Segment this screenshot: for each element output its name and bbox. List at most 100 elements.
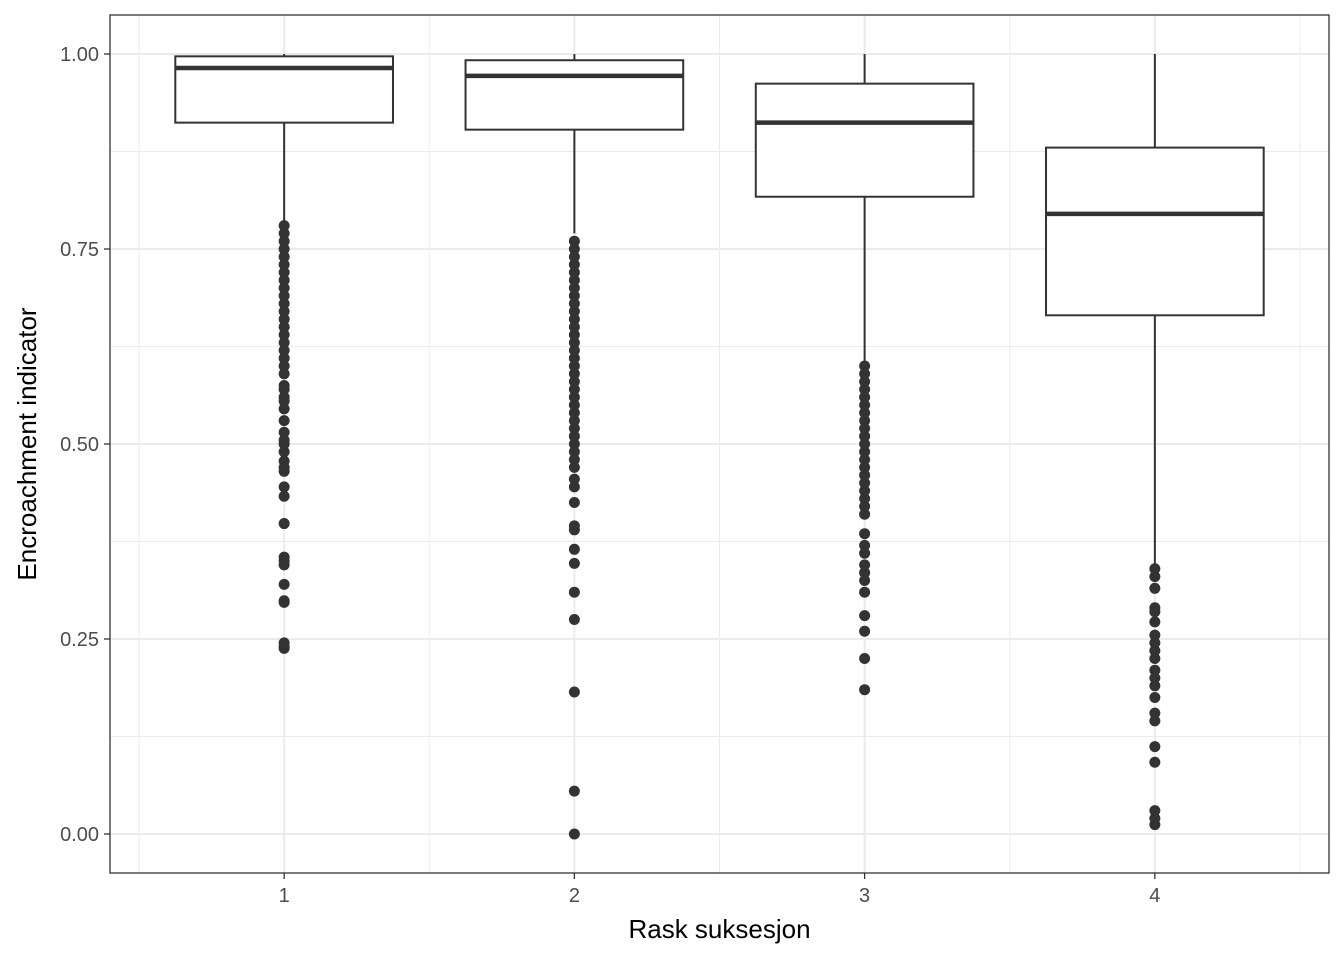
outlier-point xyxy=(568,274,580,286)
outlier-point xyxy=(278,298,290,310)
outlier-point xyxy=(859,559,871,571)
outlier-point xyxy=(568,399,580,411)
outlier-point xyxy=(859,547,871,559)
outlier-point xyxy=(859,391,871,403)
outlier-point xyxy=(568,391,580,403)
outlier-point xyxy=(568,368,580,380)
outlier-point xyxy=(568,290,580,302)
outlier-point xyxy=(278,259,290,271)
outlier-point xyxy=(568,282,580,294)
iqr-box xyxy=(754,82,975,198)
outlier-point xyxy=(859,684,871,696)
box-group-2 xyxy=(464,54,685,840)
outlier-point xyxy=(278,220,290,232)
outlier-point xyxy=(1149,629,1161,641)
outlier-point xyxy=(859,653,871,664)
outlier-point xyxy=(278,481,290,493)
outlier-point xyxy=(859,399,871,411)
outlier-point xyxy=(568,360,580,372)
outlier-point xyxy=(568,251,580,263)
outlier-point xyxy=(859,575,871,586)
outlier-point xyxy=(568,266,580,278)
outlier-point xyxy=(568,383,580,395)
outlier-point xyxy=(568,422,580,434)
outlier-point xyxy=(568,438,580,450)
outlier-point xyxy=(859,415,871,427)
outlier-point xyxy=(859,368,871,380)
outlier-point xyxy=(568,785,580,797)
outlier-point xyxy=(859,500,871,512)
y-tick-label: 0.50 xyxy=(60,434,99,456)
outlier-point xyxy=(568,329,580,341)
outlier-point xyxy=(278,251,290,263)
outlier-point xyxy=(859,567,871,579)
outlier-point xyxy=(278,329,290,341)
outlier-point xyxy=(278,352,290,364)
outlier-point xyxy=(1149,812,1161,824)
outlier-point xyxy=(278,434,290,446)
outlier-point xyxy=(859,454,871,466)
outlier-point xyxy=(278,321,290,333)
outlier-point xyxy=(278,243,290,255)
outlier-point xyxy=(859,485,871,497)
outlier-point xyxy=(1149,672,1161,684)
outlier-point xyxy=(859,422,871,434)
outlier-point xyxy=(1149,571,1161,583)
outlier-point xyxy=(278,455,290,467)
outlier-point xyxy=(859,446,871,458)
outlier-point xyxy=(568,407,580,419)
outlier-point xyxy=(568,415,580,427)
outlier-point xyxy=(568,686,580,698)
outlier-point xyxy=(568,344,580,356)
outlier-point xyxy=(568,520,580,532)
y-tick-label: 1.00 xyxy=(60,44,99,66)
outlier-point xyxy=(859,477,871,489)
x-tick-label: 2 xyxy=(569,885,580,907)
outlier-point xyxy=(568,557,580,569)
outlier-point xyxy=(568,828,580,840)
outlier-point xyxy=(1149,680,1161,692)
boxes-layer xyxy=(174,54,1265,840)
outlier-point xyxy=(568,313,580,325)
outlier-point xyxy=(568,235,580,247)
outlier-point xyxy=(1149,563,1161,575)
outlier-point xyxy=(278,274,290,286)
outlier-point xyxy=(278,344,290,356)
x-tick-label: 3 xyxy=(859,885,870,907)
y-tick-label: 0.75 xyxy=(60,239,99,261)
outlier-point xyxy=(1149,741,1161,753)
outlier-point xyxy=(278,637,290,649)
outlier-point xyxy=(568,614,580,625)
outlier-point xyxy=(278,518,290,530)
x-tick-label: 1 xyxy=(279,885,290,907)
outlier-point xyxy=(568,481,580,493)
outlier-point xyxy=(568,337,580,349)
iqr-box xyxy=(1045,146,1265,317)
box-group-4 xyxy=(1045,54,1265,831)
outlier-point xyxy=(568,454,580,466)
outlier-point xyxy=(1149,582,1161,594)
axes-layer: 0.00 0.25 0.50 0.75 1.00 1 2 3 4 xyxy=(60,44,1160,907)
outlier-point xyxy=(278,360,290,372)
outlier-point xyxy=(278,305,290,317)
outlier-point xyxy=(859,539,871,551)
outlier-point xyxy=(859,469,871,481)
x-tick-label: 4 xyxy=(1149,885,1160,907)
outlier-point xyxy=(859,383,871,395)
outlier-point xyxy=(1149,664,1161,676)
outlier-point xyxy=(278,235,290,247)
outlier-point xyxy=(568,305,580,317)
outlier-point xyxy=(859,586,871,598)
outlier-point xyxy=(568,497,580,508)
outlier-point xyxy=(568,321,580,333)
outlier-point xyxy=(278,446,290,458)
y-tick-label: 0.25 xyxy=(60,629,99,651)
outlier-point xyxy=(1149,805,1161,817)
outlier-point xyxy=(568,243,580,255)
outlier-point xyxy=(278,403,290,415)
outlier-point xyxy=(859,610,871,622)
outlier-point xyxy=(1149,756,1161,768)
outlier-point xyxy=(278,290,290,302)
outlier-point xyxy=(278,490,290,502)
outlier-point xyxy=(859,625,871,637)
